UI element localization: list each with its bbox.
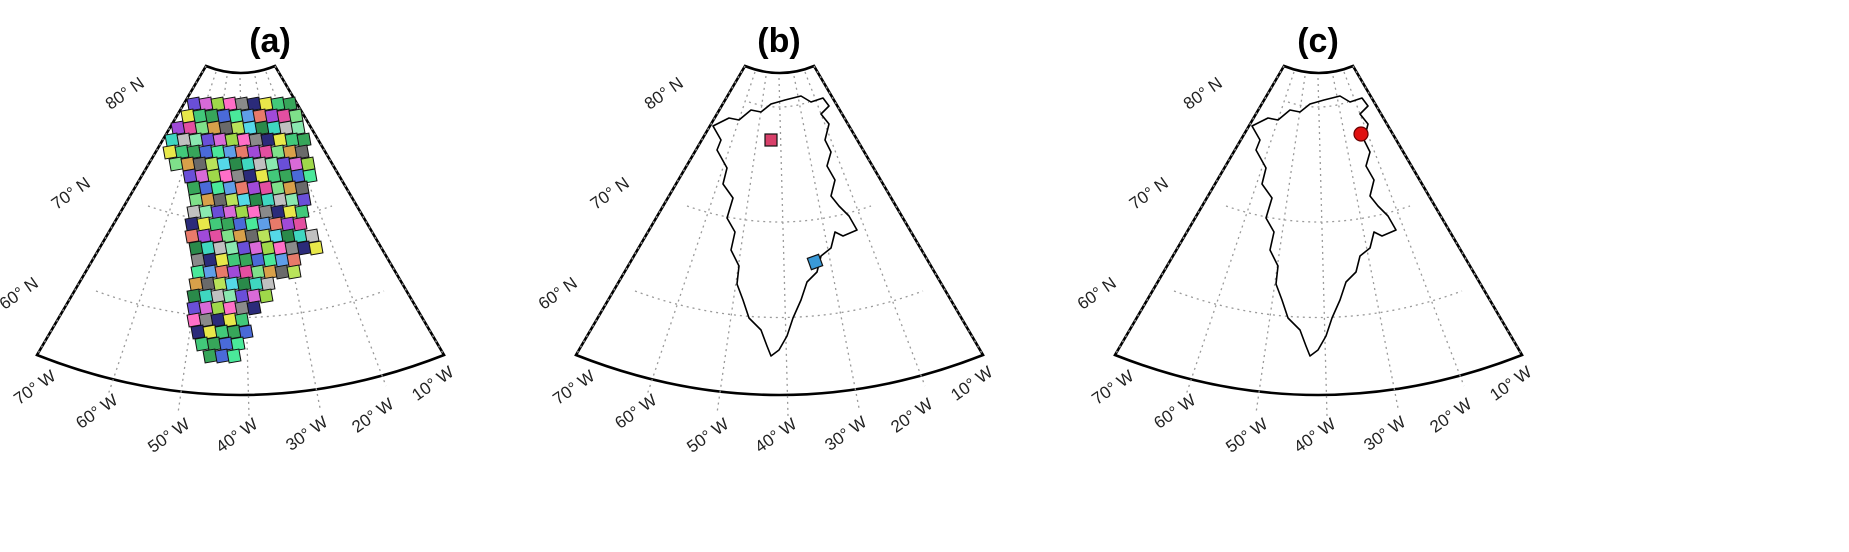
longitude-label: 20° W — [348, 394, 397, 436]
panel-a: (a) 80° N 70° N 60° N 70° W 60° W 50° W 40° W 3… — [0, 22, 457, 457]
longitude-label: 60° W — [611, 390, 660, 432]
latitude-label: 60° N — [0, 273, 42, 313]
longitude-line — [1343, 71, 1465, 387]
longitude-label: 40° W — [212, 414, 261, 456]
panel-c: (c) 80° N 70° N 60° N 70° W 60° W 50° W 40° W 3… — [1074, 22, 1535, 457]
tile — [296, 132, 312, 148]
map-frame — [574, 64, 985, 397]
latitude-line — [748, 101, 810, 108]
tile — [296, 192, 312, 208]
tile — [234, 312, 250, 328]
longitude-line — [1255, 75, 1306, 414]
longitude-label: 70° W — [549, 366, 598, 408]
longitude-label: 50° W — [1222, 414, 1271, 456]
site-markers — [1353, 126, 1369, 142]
latitude-label: 60° N — [1074, 273, 1120, 313]
site-markers — [764, 133, 824, 271]
tile — [304, 228, 320, 244]
longitude-label: 40° W — [751, 414, 800, 456]
longitude-line — [716, 75, 767, 414]
longitude-line — [575, 65, 746, 356]
longitude-line — [1352, 65, 1523, 356]
longitude-line — [265, 71, 387, 387]
longitude-label: 50° W — [144, 414, 193, 456]
tile — [286, 264, 302, 280]
longitude-label: 60° W — [72, 390, 121, 432]
longitude-line — [1185, 71, 1295, 396]
tile — [246, 300, 262, 316]
graticule — [575, 65, 984, 417]
latitude-label: 80° N — [1180, 73, 1226, 113]
tile — [290, 120, 306, 136]
latitude-label: 60° N — [535, 273, 581, 313]
tile — [294, 144, 310, 160]
longitude-line — [274, 65, 445, 356]
latitude-label: 70° N — [48, 173, 94, 213]
longitude-line — [1114, 65, 1285, 356]
panel-title: (c) — [1297, 22, 1339, 60]
tile-mosaic — [162, 96, 324, 364]
longitude-label: 20° W — [887, 394, 936, 436]
tile — [308, 240, 324, 256]
longitude-line — [177, 75, 228, 414]
longitude-label: 10° W — [947, 362, 996, 404]
longitude-label: 60° W — [1150, 390, 1199, 432]
panel-title: (b) — [757, 22, 800, 60]
site-marker — [806, 253, 824, 271]
tile — [226, 348, 242, 364]
longitude-label: 30° W — [821, 412, 870, 454]
longitude-label: 10° W — [1486, 362, 1535, 404]
longitude-line — [778, 77, 789, 417]
map-frame — [1113, 64, 1524, 397]
latitude-line — [1287, 101, 1349, 108]
tile — [238, 324, 254, 340]
tile — [282, 96, 298, 112]
longitude-label: 10° W — [408, 362, 457, 404]
tile — [260, 276, 276, 292]
site-marker — [764, 133, 778, 147]
longitude-label: 30° W — [1360, 412, 1409, 454]
tile — [294, 204, 310, 220]
tile — [302, 168, 318, 184]
tile — [258, 288, 274, 304]
longitude-label: 20° W — [1426, 394, 1475, 436]
latitude-label: 70° N — [1126, 173, 1172, 213]
longitude-line — [804, 71, 926, 387]
longitude-line — [1317, 77, 1328, 417]
greenland-coastline — [712, 95, 858, 357]
latitude-label: 80° N — [102, 73, 148, 113]
coastline — [1251, 95, 1397, 357]
panel-title: (a) — [249, 22, 291, 60]
latitude-label: 80° N — [641, 73, 687, 113]
longitude-line — [36, 65, 207, 356]
longitude-label: 30° W — [282, 412, 331, 454]
longitude-label: 70° W — [10, 366, 59, 408]
greenland-coastline — [1251, 95, 1397, 357]
coastline — [712, 95, 858, 357]
longitude-line — [793, 75, 860, 409]
longitude-label: 70° W — [1088, 366, 1137, 408]
longitude-label: 40° W — [1290, 414, 1339, 456]
longitude-line — [646, 71, 756, 396]
longitude-label: 50° W — [683, 414, 732, 456]
longitude-line — [107, 71, 217, 396]
panel-b: (b) 80° N 70° N 60° N 70° W 60° W 50° W 40° W 3… — [535, 22, 996, 457]
longitude-line — [813, 65, 984, 356]
site-marker — [1353, 126, 1369, 142]
longitude-line — [1332, 75, 1399, 409]
graticule — [1114, 65, 1523, 417]
latitude-label: 70° N — [587, 173, 633, 213]
